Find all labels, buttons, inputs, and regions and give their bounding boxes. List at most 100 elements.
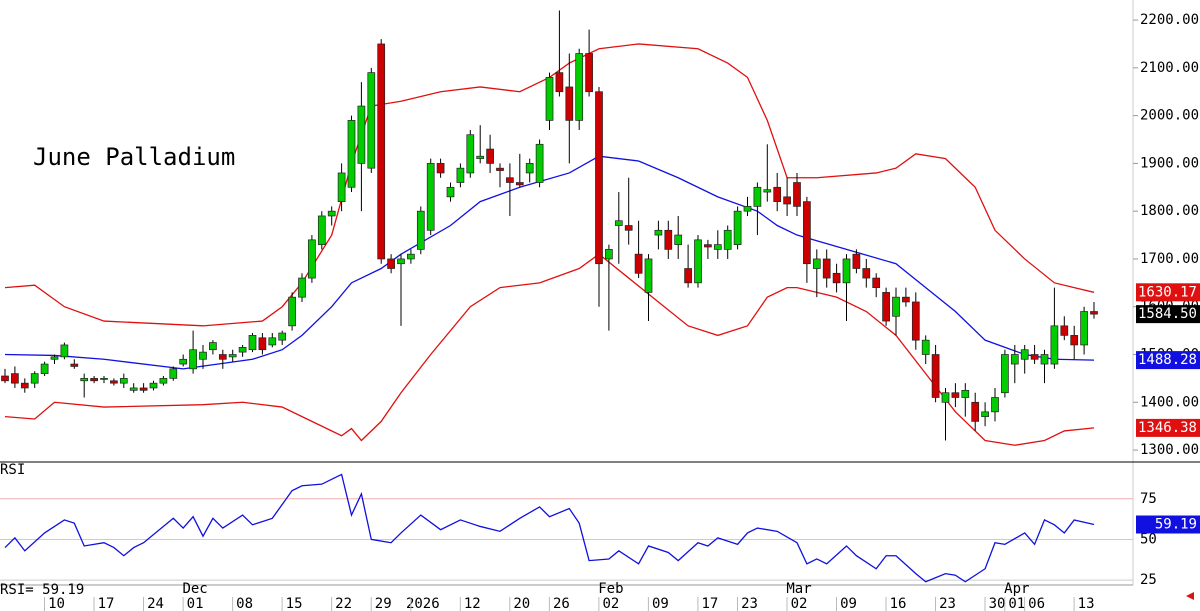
candle-body xyxy=(268,337,277,346)
candle-body xyxy=(258,337,267,351)
x-tick-label: 26 xyxy=(553,596,570,611)
candle-body xyxy=(902,296,910,303)
candle-body xyxy=(921,339,930,355)
candle-body xyxy=(506,177,514,183)
x-tick-label: 10 xyxy=(48,596,65,611)
candle-body xyxy=(209,342,217,351)
candle-body xyxy=(1050,325,1059,365)
candle-body xyxy=(634,253,643,274)
line xyxy=(4,155,1095,370)
candle-body xyxy=(377,43,386,260)
candle-body xyxy=(862,268,871,279)
candle-body xyxy=(416,210,425,250)
candle-body xyxy=(80,378,89,382)
candle-body xyxy=(842,258,851,284)
candle-body xyxy=(753,186,762,207)
candle-body xyxy=(456,167,465,183)
candle-body xyxy=(1040,354,1049,365)
candle-body xyxy=(169,368,178,379)
candle-body xyxy=(129,387,138,391)
candle-body xyxy=(654,229,663,236)
candle-body xyxy=(248,335,257,351)
candle-body xyxy=(803,201,811,265)
candle-body xyxy=(575,53,584,121)
candle-body xyxy=(308,239,316,279)
candle-body xyxy=(525,163,534,174)
x-tick-label: 12 xyxy=(464,596,481,611)
y-tick-label: 2200.00 xyxy=(1140,12,1199,28)
price-tag xyxy=(1136,351,1200,370)
candle-body xyxy=(1020,349,1029,360)
y-tick-label: 1700.00 xyxy=(1140,251,1199,267)
candle-body xyxy=(288,296,296,327)
candle-body xyxy=(367,72,376,169)
price-tag xyxy=(1136,283,1200,302)
candle-body xyxy=(713,244,722,250)
candle-body xyxy=(357,105,366,164)
candle-body xyxy=(1001,354,1009,394)
x-tick-label: 01 xyxy=(187,596,204,611)
candle-body xyxy=(991,397,999,413)
candle-body xyxy=(466,134,475,174)
price-tag xyxy=(1136,515,1200,534)
x-tick-label: 23 xyxy=(939,596,956,611)
y-tick-label: 2000.00 xyxy=(1140,108,1199,124)
candle-body xyxy=(892,296,900,317)
candle-body xyxy=(585,53,593,93)
candle-body xyxy=(812,258,821,269)
candle-body xyxy=(496,167,504,171)
candle-body xyxy=(605,249,613,260)
candle-body xyxy=(387,258,395,269)
x-tick-label: 30 xyxy=(989,596,1006,611)
candle-body xyxy=(595,91,603,265)
candle-body xyxy=(30,373,39,384)
candle-body xyxy=(743,206,752,212)
candle-body xyxy=(1090,311,1098,315)
x-tick-label: 29 xyxy=(375,596,392,611)
x-tick-label: 08 xyxy=(236,596,253,611)
candle-body xyxy=(872,277,881,288)
candle-body xyxy=(228,354,237,358)
candle-body xyxy=(565,86,574,121)
candle-body xyxy=(981,411,989,417)
x-tick-label: 09 xyxy=(840,596,857,611)
y-tick-label: 25 xyxy=(1140,572,1157,588)
scroll-arrow[interactable] xyxy=(1186,592,1194,600)
candle-body xyxy=(90,378,98,382)
candle-body xyxy=(476,155,485,159)
x-tick-label: 15 xyxy=(286,596,303,611)
candle-body xyxy=(793,182,801,207)
candle-body xyxy=(783,196,791,205)
y-tick-label: 1800.00 xyxy=(1140,203,1199,219)
candle-body xyxy=(555,72,564,93)
x-tick-label: 16 xyxy=(890,596,907,611)
price-tag xyxy=(1136,418,1200,437)
candle-body xyxy=(545,77,554,121)
candle-body xyxy=(20,382,29,389)
candle-body xyxy=(773,186,782,202)
x-tick-label: 02 xyxy=(602,596,619,611)
candle-body xyxy=(11,373,19,384)
candle-body xyxy=(298,277,306,298)
price-tag-label: 1584.50 xyxy=(1138,306,1197,322)
candle-body xyxy=(139,387,148,391)
x-tick-label: 22 xyxy=(335,596,352,611)
price-tag-label: 1630.17 xyxy=(1138,284,1197,300)
candle-body xyxy=(1030,354,1039,360)
candle-body xyxy=(961,389,970,398)
candle-body xyxy=(199,351,207,360)
candle-body xyxy=(664,229,673,250)
chart-title: June Palladium xyxy=(33,143,235,171)
candle-body xyxy=(278,332,287,341)
candle-body xyxy=(149,382,158,389)
candle-body xyxy=(614,220,623,226)
x-tick-label: 24 xyxy=(147,596,164,611)
candle-body xyxy=(1010,354,1019,365)
x-tick-label: 17 xyxy=(98,596,115,611)
candle-body xyxy=(832,272,841,284)
candle-body xyxy=(763,189,772,193)
price-tag-label: 1488.28 xyxy=(1138,352,1197,368)
x-tick-label: 23 xyxy=(741,596,758,611)
candle-body xyxy=(407,253,415,260)
